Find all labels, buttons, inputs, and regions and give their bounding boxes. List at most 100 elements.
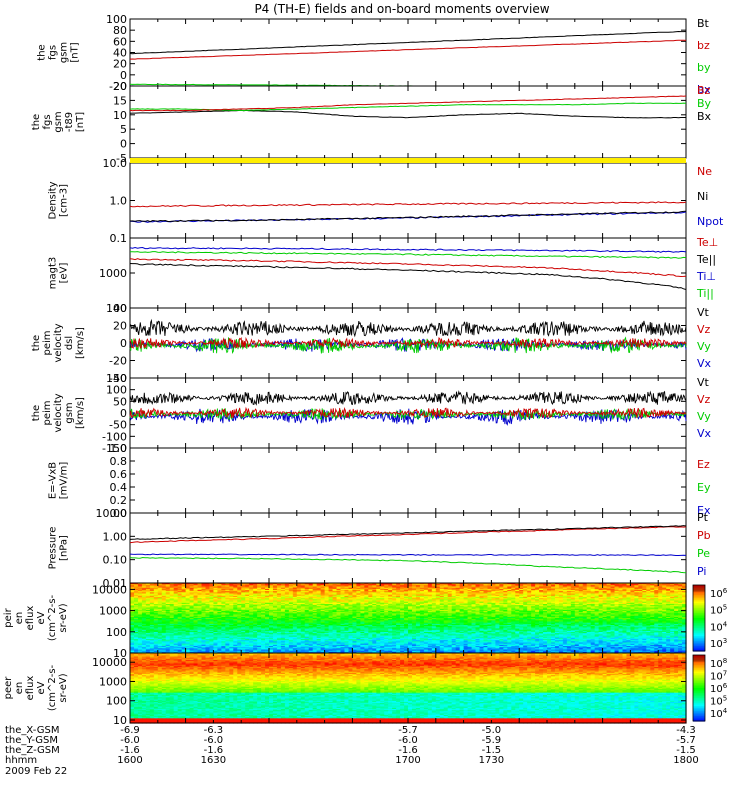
- heatmap-cell: [272, 595, 278, 598]
- heatmap-cell: [157, 599, 163, 602]
- heatmap-cell: [455, 602, 461, 605]
- heatmap-cell: [427, 585, 433, 588]
- heatmap-cell: [547, 593, 552, 596]
- heatmap-cell: [316, 591, 322, 593]
- heatmap-cell: [618, 592, 624, 595]
- heatmap-cell: [527, 594, 532, 597]
- heatmap-cell: [245, 592, 250, 595]
- heatmap-cell: [411, 599, 417, 602]
- heatmap-cell: [543, 591, 548, 593]
- heatmap-cell: [491, 602, 496, 605]
- heatmap-cell: [447, 588, 453, 591]
- heatmap-cell: [392, 601, 397, 604]
- heatmap-cell: [531, 600, 536, 603]
- heatmap-cell: [435, 591, 441, 593]
- heatmap-cell: [169, 588, 175, 591]
- heatmap-cell: [296, 585, 302, 588]
- heatmap-cell: [435, 602, 441, 605]
- heatmap-cell: [539, 594, 544, 597]
- heatmap-cell: [463, 592, 469, 595]
- heatmap-cell: [237, 597, 242, 599]
- heatmap-cell: [678, 599, 683, 602]
- heatmap-cell: [169, 594, 175, 597]
- heatmap-cell: [451, 586, 457, 589]
- heatmap-cell: [638, 595, 643, 598]
- heatmap-cell: [308, 585, 314, 588]
- heatmap-cell: [511, 584, 516, 586]
- heatmap-cell: [288, 600, 294, 603]
- y-axis-label-line: [cm-3]: [59, 184, 70, 217]
- heatmap-cell: [495, 583, 500, 585]
- heatmap-cell: [141, 592, 147, 595]
- legend-entry: Ne: [697, 165, 712, 178]
- heatmap-cell: [364, 593, 369, 596]
- heatmap-cell: [658, 597, 663, 599]
- heatmap-cell: [177, 601, 183, 604]
- heatmap-cell: [654, 600, 659, 603]
- series-line-ti: [129, 246, 687, 253]
- heatmap-cell: [547, 585, 552, 588]
- heatmap-cell: [682, 594, 687, 597]
- heatmap-cell: [562, 584, 568, 586]
- heatmap-cell: [261, 592, 266, 595]
- heatmap-cell: [594, 598, 600, 600]
- heatmap-cell: [249, 586, 254, 589]
- heatmap-cell: [662, 588, 667, 591]
- legend-entry: by: [697, 61, 711, 74]
- heatmap-cell: [586, 598, 592, 600]
- heatmap-cell: [356, 592, 361, 595]
- heatmap-cell: [626, 600, 631, 603]
- heatmap-cell: [161, 590, 167, 592]
- heatmap-cell: [276, 593, 282, 596]
- heatmap-cell: [396, 601, 401, 604]
- heatmap-cell: [408, 594, 413, 597]
- heatmap-cell: [157, 600, 163, 603]
- heatmap-cell: [463, 585, 469, 588]
- heatmap-cell: [550, 592, 556, 595]
- heatmap-cell: [229, 595, 234, 598]
- heatmap-cell: [447, 602, 453, 605]
- heatmap-cell: [221, 590, 226, 592]
- y-axis-label-line: [eV]: [59, 263, 70, 284]
- heatmap-cell: [229, 597, 234, 599]
- heatmap-cell: [189, 591, 195, 593]
- heatmap-cell: [284, 586, 290, 589]
- heatmap-cell: [153, 592, 159, 595]
- heatmap-cell: [265, 600, 270, 603]
- heatmap-cell: [276, 592, 282, 595]
- heatmap-cell: [296, 590, 302, 592]
- heatmap-cell: [153, 601, 159, 604]
- heatmap-cell: [316, 594, 322, 597]
- heatmap-cell: [662, 593, 667, 596]
- y-tick-label: 10.0: [103, 157, 128, 170]
- heatmap-cell: [241, 590, 246, 592]
- heatmap-cell: [280, 590, 286, 592]
- heatmap-cell: [225, 597, 230, 599]
- heatmap-cell: [554, 588, 560, 591]
- heatmap-cell: [539, 590, 544, 592]
- heatmap-cell: [670, 584, 675, 586]
- heatmap-cell: [312, 599, 318, 602]
- heatmap-cell: [674, 583, 679, 585]
- heatmap-cell: [173, 591, 179, 593]
- heatmap-cell: [181, 592, 187, 595]
- heatmap-cell: [439, 583, 445, 585]
- heatmap-cell: [658, 588, 663, 591]
- heatmap-cell: [265, 583, 270, 585]
- heatmap-cell: [451, 600, 457, 603]
- heatmap-cell: [431, 591, 437, 593]
- heatmap-cell: [467, 585, 473, 588]
- heatmap-cell: [241, 600, 246, 603]
- heatmap-cell: [261, 585, 266, 588]
- heatmap-cell: [523, 600, 528, 603]
- heatmap-cell: [443, 599, 449, 602]
- heatmap-cell: [487, 586, 492, 589]
- heatmap-cell: [265, 601, 270, 604]
- series-line-ti: [129, 251, 687, 259]
- heatmap-cell: [360, 585, 365, 588]
- heatmap-cell: [280, 597, 286, 599]
- heatmap-cell: [276, 600, 282, 603]
- heatmap-cell: [471, 601, 477, 604]
- heatmap-cell: [344, 600, 350, 603]
- heatmap-cell: [431, 585, 437, 588]
